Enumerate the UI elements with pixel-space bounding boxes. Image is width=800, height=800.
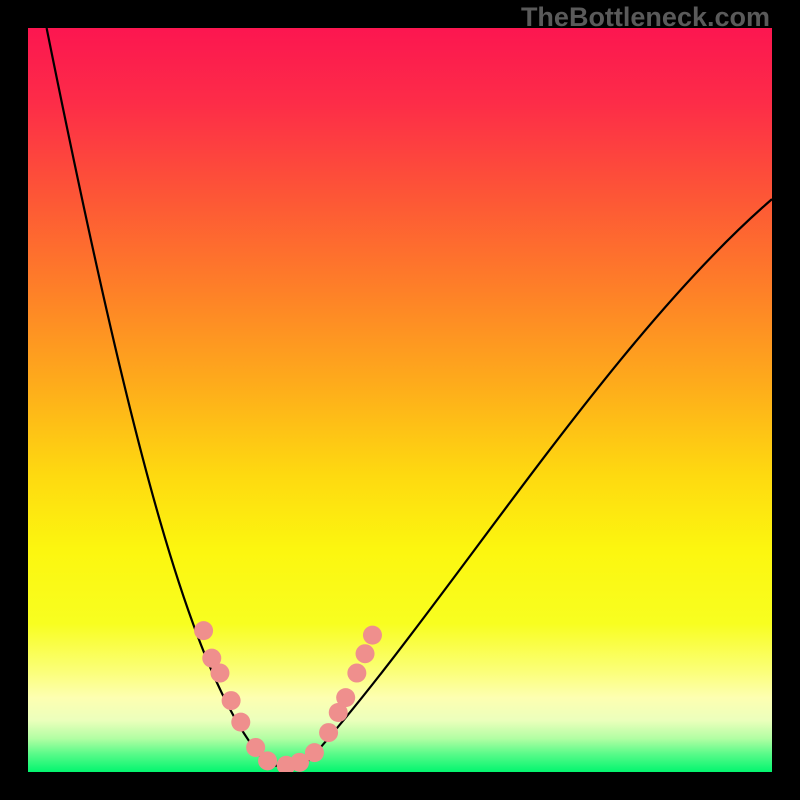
data-marker: [347, 664, 366, 683]
bottleneck-curve-chart: [28, 28, 772, 772]
plot-area: [28, 28, 772, 772]
data-marker: [356, 644, 375, 663]
watermark-text: TheBottleneck.com: [521, 2, 770, 33]
data-marker: [258, 751, 277, 770]
data-marker: [319, 723, 338, 742]
data-marker: [194, 621, 213, 640]
data-marker: [336, 688, 355, 707]
data-marker: [210, 664, 229, 683]
data-marker: [231, 713, 250, 732]
data-marker: [363, 626, 382, 645]
data-marker: [305, 743, 324, 762]
gradient-background: [28, 28, 772, 772]
data-marker: [222, 691, 241, 710]
